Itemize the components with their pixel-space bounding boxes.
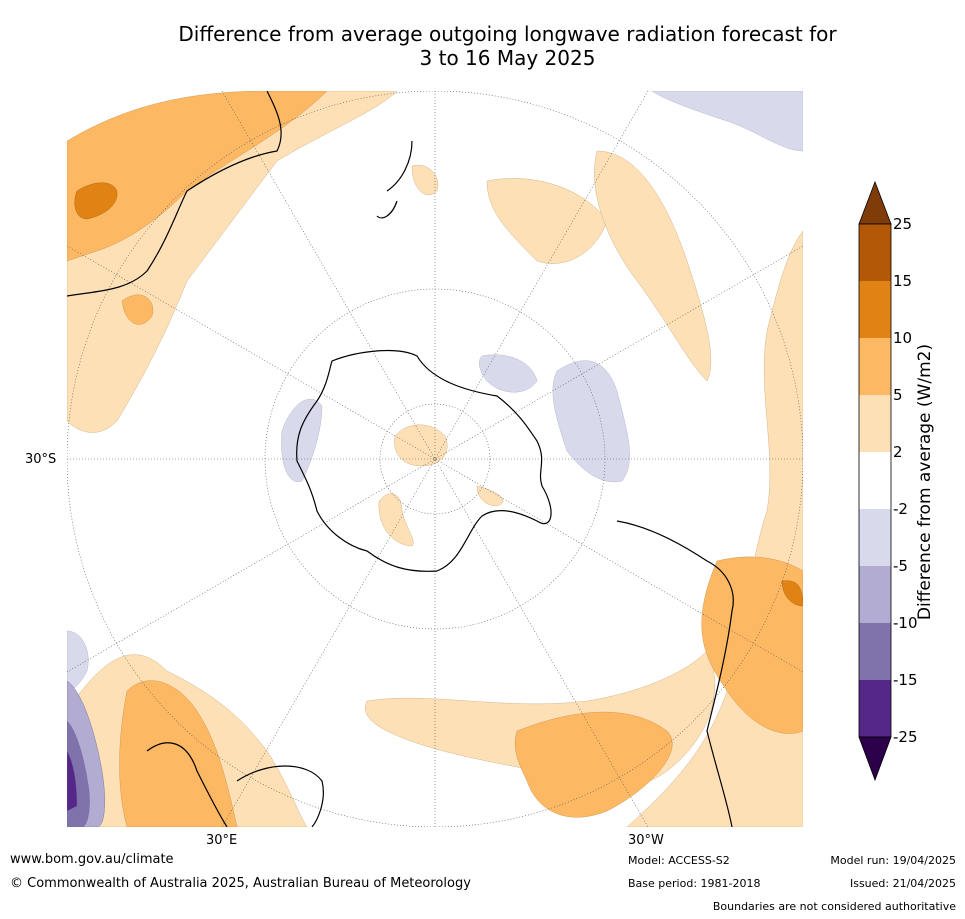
- anomaly-region-ant-east: [281, 398, 323, 482]
- footer-model: Model: ACCESS-S2: [628, 854, 730, 867]
- colorbar-bottom-arrow: [858, 736, 892, 782]
- southern-africa-coastline: [236, 765, 324, 827]
- anomaly-region-weddell: [476, 485, 504, 507]
- footer-disclaimer: Boundaries are not considered authoritat…: [712, 900, 956, 913]
- colorbar-tick-label: -2: [893, 500, 908, 518]
- colorbar-tick-label: 5: [893, 386, 903, 404]
- anomaly-region-pole: [394, 424, 448, 467]
- anomaly-region-ross: [378, 493, 414, 547]
- colorbar-title: Difference from average (W/m2): [915, 343, 935, 621]
- footer-model-run: Model run: 19/04/2025: [830, 854, 956, 867]
- title-line-2: 3 to 16 May 2025: [419, 46, 596, 70]
- anomaly-region-se-peak: [781, 580, 803, 607]
- map-canvas: [67, 91, 803, 827]
- anomaly-region-weddell-neg: [479, 354, 538, 393]
- anomaly-region-sw-neg: [67, 630, 89, 692]
- antarctica-coastline: [296, 349, 552, 572]
- parallel-label-30s: 30°S: [25, 452, 57, 467]
- colorbar-bin-15-25: [859, 224, 891, 281]
- meridian-label-30e: 30°E: [206, 833, 238, 848]
- colorbar-tick-label: 15: [893, 272, 913, 290]
- south-america-coastline: [616, 520, 734, 827]
- footer-base-period: Base period: 1981-2018: [628, 877, 761, 890]
- anomaly-region-atlantic: [552, 360, 630, 483]
- anomaly-region-indian: [121, 294, 154, 325]
- colorbar-bin-2-5: [859, 395, 891, 452]
- colorbar-tick-label: -5: [893, 557, 908, 575]
- colorbar-bin-neg2-neg5: [859, 509, 891, 566]
- australia-coastline: [67, 91, 282, 297]
- colorbar-swatches: [858, 180, 892, 782]
- anomaly-region-tasman: [411, 164, 439, 196]
- anomaly-region-sw-neg-4: [67, 750, 78, 812]
- africa-coastline: [146, 742, 228, 827]
- anomaly-region-sw-2: [119, 680, 238, 827]
- anomaly-region-nw-strong: [67, 91, 328, 262]
- colorbar: 25 15 10 5 2 -2 -5 -10 -15 -25: [855, 180, 965, 790]
- anomaly-region-nw-peak: [74, 182, 118, 220]
- colorbar-bin-10-15: [859, 281, 891, 338]
- colorbar-tick-label: 10: [893, 329, 913, 347]
- footer-copyright: © Commonwealth of Australia 2025, Austra…: [10, 876, 471, 891]
- colorbar-bin-neutral: [859, 452, 891, 509]
- footer-website: www.bom.gov.au/climate: [10, 852, 174, 867]
- colorbar-bin-neg5-neg10: [859, 566, 891, 623]
- colorbar-tick-label: 25: [893, 215, 913, 233]
- anomaly-region-ne-1: [486, 178, 608, 264]
- colorbar-tick-label: -25: [893, 728, 918, 746]
- anomaly-region-ne-2: [594, 150, 712, 382]
- polar-map: [67, 91, 803, 827]
- colorbar-bin-5-10: [859, 338, 891, 395]
- colorbar-tick-label: -15: [893, 671, 918, 689]
- footer-issued: Issued: 21/04/2025: [849, 877, 956, 890]
- colorbar-top-arrow: [858, 180, 892, 225]
- anomaly-region-ne-neg: [651, 91, 803, 152]
- colorbar-bin-neg15-neg25: [859, 680, 891, 737]
- title-line-1: Difference from average outgoing longwav…: [178, 22, 837, 46]
- meridian-label-30w: 30°W: [628, 833, 664, 848]
- colorbar-bin-neg10-neg15: [859, 623, 891, 680]
- anomaly-region-south-2: [514, 711, 673, 818]
- colorbar-tick-label: 2: [893, 443, 903, 461]
- new-zealand-coastline: [376, 140, 413, 219]
- colorbar-tick-label: -10: [893, 614, 918, 632]
